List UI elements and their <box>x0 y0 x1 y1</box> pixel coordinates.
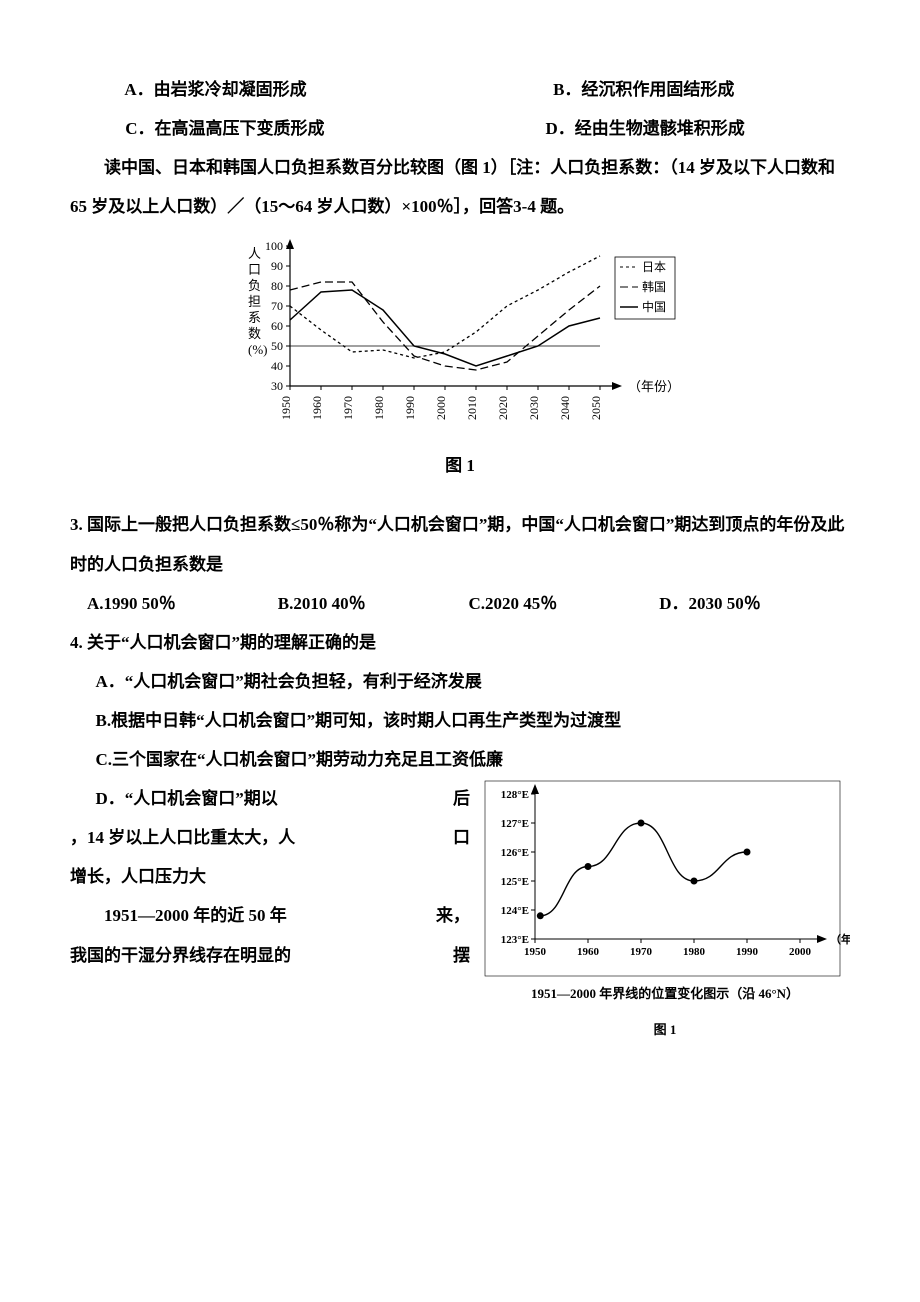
intro56-a: 1951—2000 年的近 50 年 <box>70 896 287 935</box>
svg-text:1990: 1990 <box>736 946 759 958</box>
svg-text:80: 80 <box>271 279 283 293</box>
svg-text:90: 90 <box>271 259 283 273</box>
svg-text:系: 系 <box>248 310 261 325</box>
intro-34: 读中国、日本和韩国人口负担系数百分比较图（图 1）［注：人口负担系数：（14 岁… <box>70 148 850 226</box>
q4-optA: A．“人口机会窗口”期社会负担轻，有利于经济发展 <box>96 662 851 701</box>
q3-optC: C.2020 45％ <box>469 584 660 623</box>
svg-text:2030: 2030 <box>527 396 541 420</box>
svg-text:1980: 1980 <box>683 946 706 958</box>
svg-text:128°E: 128°E <box>501 789 529 801</box>
svg-text:2040: 2040 <box>558 396 572 420</box>
svg-text:日本: 日本 <box>642 260 666 274</box>
svg-text:(%): (%) <box>248 342 268 357</box>
svg-text:1970: 1970 <box>341 396 355 420</box>
svg-text:（年份）: （年份） <box>628 379 680 394</box>
svg-text:担: 担 <box>248 294 261 309</box>
svg-text:口: 口 <box>248 262 261 277</box>
intro56-b2: 摆 <box>453 936 470 975</box>
svg-text:30: 30 <box>271 379 283 393</box>
svg-text:50: 50 <box>271 339 283 353</box>
svg-text:2000: 2000 <box>789 946 812 958</box>
svg-text:2050: 2050 <box>589 396 603 420</box>
figure-2-label: 图 1 <box>480 1015 850 1045</box>
svg-text:127°E: 127°E <box>501 818 529 830</box>
intro56-a2: 来， <box>402 896 470 935</box>
svg-text:2000: 2000 <box>434 396 448 420</box>
svg-text:123°E: 123°E <box>501 934 529 946</box>
svg-text:1950: 1950 <box>524 946 547 958</box>
svg-text:60: 60 <box>271 319 283 333</box>
q4-optD-p2a: ，14 岁以上人口比重太大，人 <box>70 818 295 857</box>
svg-text:1960: 1960 <box>310 396 324 420</box>
q4-optD-p1b: 后 <box>453 779 470 818</box>
q4-optD-p2b: 口 <box>453 818 470 857</box>
svg-text:40: 40 <box>271 359 283 373</box>
figure-1-chart: 100 90 80 70 60 50 40 30 1950 1960 1970 1980 1990 200… <box>70 236 850 426</box>
svg-text:124°E: 124°E <box>501 905 529 917</box>
q3-options: A.1990 50％ B.2010 40％ C.2020 45％ D．2030 … <box>87 584 850 623</box>
svg-text:1960: 1960 <box>577 946 600 958</box>
svg-text:1970: 1970 <box>630 946 653 958</box>
figure-1-caption: 图 1 <box>70 446 850 485</box>
svg-text:负: 负 <box>248 278 261 293</box>
q4-stem: 4. 关于“人口机会窗口”期的理解正确的是 <box>70 623 850 662</box>
q4-optC: C.三个国家在“人口机会窗口”期劳动力充足且工资低廉 <box>96 740 851 779</box>
svg-text:2020: 2020 <box>496 396 510 420</box>
q2-optB: B．经沉积作用固结形成 <box>553 80 734 99</box>
q3-optD: D．2030 50％ <box>659 584 850 623</box>
svg-text:126°E: 126°E <box>501 847 529 859</box>
q3-stem: 3. 国际上一般把人口负担系数≤50％称为“人口机会窗口”期，中国“人口机会窗口… <box>70 505 850 583</box>
q2-line1: A．由岩浆冷却凝固形成 B．经沉积作用固结形成 <box>70 70 850 109</box>
svg-text:1980: 1980 <box>372 396 386 420</box>
svg-text:韩国: 韩国 <box>642 279 666 294</box>
figure-2-chart: 128°E 127°E 126°E 125°E 124°E 123°E1950 1960 19… <box>480 779 850 1045</box>
svg-text:数: 数 <box>248 326 261 341</box>
svg-text:中国: 中国 <box>642 299 666 314</box>
q4-optD-p1: D．“人口机会窗口”期以 <box>96 779 278 818</box>
svg-text:70: 70 <box>271 299 283 313</box>
q3-optB: B.2010 40％ <box>278 584 469 623</box>
q2-line2: C．在高温高压下变质形成 D．经由生物遗骸堆积形成 <box>70 109 850 148</box>
q4-optB: B.根据中日韩“人口机会窗口”期可知，该时期人口再生产类型为过渡型 <box>96 701 851 740</box>
q4-optD-wrap: 128°E 127°E 126°E 125°E 124°E 123°E1950 1960 19… <box>70 779 850 1045</box>
svg-text:125°E: 125°E <box>501 876 529 888</box>
svg-text:1990: 1990 <box>403 396 417 420</box>
q3-optA: A.1990 50％ <box>87 584 278 623</box>
svg-text:人: 人 <box>248 246 261 261</box>
q2-optC: C．在高温高压下变质形成 <box>125 119 324 138</box>
q2-optD: D．经由生物遗骸堆积形成 <box>546 119 745 138</box>
figure-2-caption-line: 1951—2000 年界线的位置变化图示（沿 46°N） <box>480 979 850 1009</box>
intro56-b: 我国的干湿分界线存在明显的 <box>70 936 291 975</box>
svg-text:1950: 1950 <box>279 396 293 420</box>
svg-text:（年）: （年） <box>830 932 850 946</box>
q2-optA: A．由岩浆冷却凝固形成 <box>124 80 306 99</box>
svg-text:2010: 2010 <box>465 396 479 420</box>
svg-text:100: 100 <box>265 239 283 253</box>
